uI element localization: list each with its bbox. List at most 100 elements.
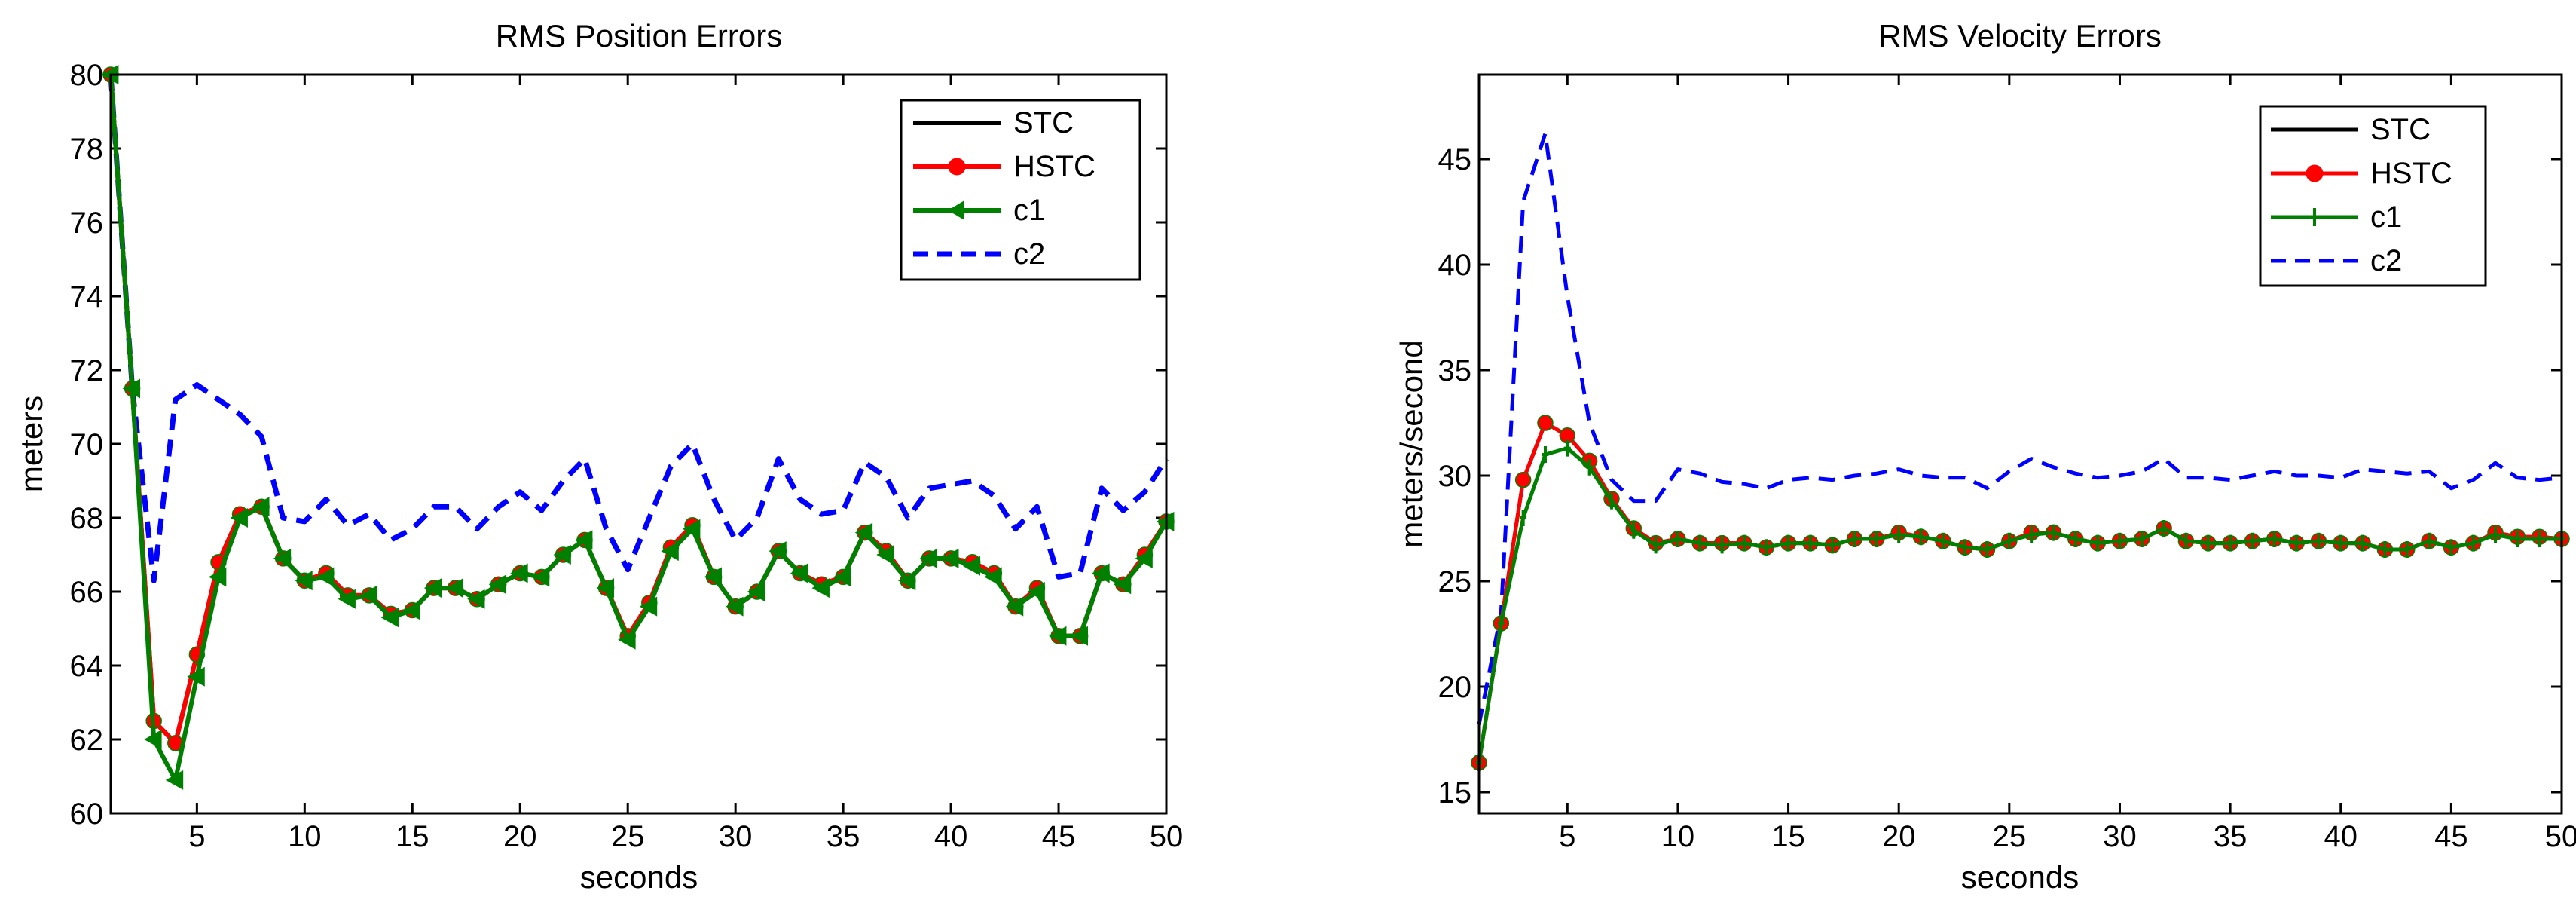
data-point-c1 — [1696, 534, 1704, 552]
data-point-c1 — [122, 378, 140, 399]
data-point-c1 — [1984, 541, 1991, 558]
y-tick-label: 68 — [70, 502, 104, 535]
legend-entry-stc: STC — [913, 106, 1074, 139]
legend-box — [2259, 105, 2487, 287]
data-point-c1 — [2249, 532, 2256, 549]
y-tick-label: 78 — [70, 133, 104, 166]
data-point-c1 — [1939, 532, 1947, 549]
data-point-c1 — [423, 578, 442, 598]
data-point-c1 — [553, 545, 571, 565]
legend-entry-c1: c1 — [913, 194, 1045, 227]
y-tick-label: 30 — [1438, 460, 1472, 493]
legend-entry-c1: c1 — [2271, 200, 2402, 234]
y-tick-label: 25 — [1438, 565, 1472, 598]
y-axis-label: meters — [14, 396, 49, 492]
legend-label-c1: c1 — [1013, 194, 1045, 227]
x-tick-label: 45 — [2434, 820, 2468, 853]
data-point-c1 — [2447, 539, 2455, 556]
data-point-c1 — [208, 567, 227, 587]
data-point-c1 — [1851, 531, 1858, 547]
data-point-c1 — [187, 666, 205, 687]
x-tick-label: 5 — [188, 820, 205, 853]
x-tick-label: 50 — [1150, 820, 1184, 853]
data-point-c1 — [1135, 548, 1153, 568]
data-point-c1 — [769, 541, 787, 562]
y-tick-label: 64 — [70, 650, 104, 683]
data-point-c1 — [2381, 541, 2388, 558]
data-point-c1 — [1762, 539, 1770, 556]
legend: STC HSTC c1 c2 — [2259, 105, 2487, 287]
data-point-hstc — [1514, 471, 1532, 488]
plot-frame — [1477, 73, 2563, 815]
data-point-c1 — [445, 578, 463, 598]
x-tick-label: 30 — [719, 820, 753, 853]
data-point-c1 — [1005, 596, 1024, 617]
legend-label-hstc: HSTC — [2370, 157, 2452, 190]
y-tick-label: 70 — [70, 428, 104, 461]
data-point-c1 — [531, 567, 550, 587]
x-tick-label: 20 — [503, 820, 537, 853]
y-tick-label: 72 — [70, 354, 104, 387]
y-axis-label: meters/second — [1394, 340, 1429, 547]
data-point-c1 — [1542, 446, 1549, 463]
legend-marker-hstc — [948, 158, 966, 176]
data-point-c1 — [144, 730, 162, 749]
legend-label-c2: c2 — [1013, 237, 1045, 271]
data-point-c1 — [1563, 439, 1571, 457]
data-point-c1 — [1719, 537, 1725, 554]
data-point-c1 — [2072, 531, 2079, 547]
data-point-c1 — [2492, 526, 2499, 543]
data-point-c1 — [1674, 531, 1682, 547]
data-point-c1 — [273, 548, 292, 568]
data-point-c1 — [510, 563, 528, 583]
x-tick-label: 40 — [2324, 820, 2358, 853]
data-point-c1 — [2536, 531, 2544, 547]
data-point-c1 — [661, 541, 679, 562]
y-tick-label: 45 — [1438, 143, 1472, 176]
data-point-c1 — [467, 589, 485, 609]
data-point-c1 — [1049, 626, 1067, 646]
data-point-c1 — [1608, 492, 1615, 510]
data-point-c1 — [2094, 534, 2101, 552]
series-c2 — [108, 74, 1169, 583]
x-tick-label: 20 — [1882, 820, 1916, 853]
data-point-c1 — [1652, 537, 1660, 554]
data-point-c1 — [2271, 531, 2278, 547]
data-point-c1 — [639, 596, 658, 617]
data-point-c1 — [1027, 582, 1045, 601]
data-point-c1 — [1520, 510, 1527, 526]
series-layer — [1471, 131, 2570, 771]
data-point-c1 — [1961, 539, 1969, 556]
data-point-hstc — [1537, 415, 1554, 431]
data-point-c1 — [1895, 526, 1902, 543]
x-tick-label: 15 — [396, 820, 429, 853]
x-ticks: 5 10 15 20 25 30 35 40 45 50 — [1559, 75, 2576, 853]
data-point-c1 — [1586, 458, 1594, 476]
data-point-c1 — [359, 585, 377, 605]
data-point-c1 — [1092, 563, 1110, 583]
data-point-c1 — [488, 574, 507, 595]
data-point-c1 — [2293, 534, 2300, 552]
chart-title: RMS Velocity Errors — [1878, 18, 2162, 54]
legend-entry-c2: c2 — [913, 237, 1045, 271]
y-tick-label: 66 — [70, 576, 104, 609]
legend-entry-hstc: HSTC — [2271, 157, 2452, 190]
legend-label-c1: c1 — [2370, 200, 2402, 234]
x-tick-label: 10 — [1661, 820, 1695, 853]
data-point-c1 — [338, 589, 356, 609]
data-point-c1 — [316, 567, 335, 587]
x-axis-label: seconds — [1961, 859, 2079, 895]
legend-entry-hstc: HSTC — [913, 150, 1095, 183]
series-layer — [101, 65, 1175, 790]
legend-entry-c2: c2 — [2271, 244, 2402, 277]
data-point-c1 — [1497, 615, 1505, 632]
data-point-c1 — [2470, 534, 2477, 552]
data-point-c1 — [575, 530, 593, 550]
legend-label-stc: STC — [1013, 106, 1074, 139]
data-point-c1 — [618, 629, 636, 650]
y-tick-label: 40 — [1438, 249, 1472, 282]
y-tick-label: 15 — [1438, 776, 1472, 810]
data-point-c1 — [941, 548, 959, 568]
